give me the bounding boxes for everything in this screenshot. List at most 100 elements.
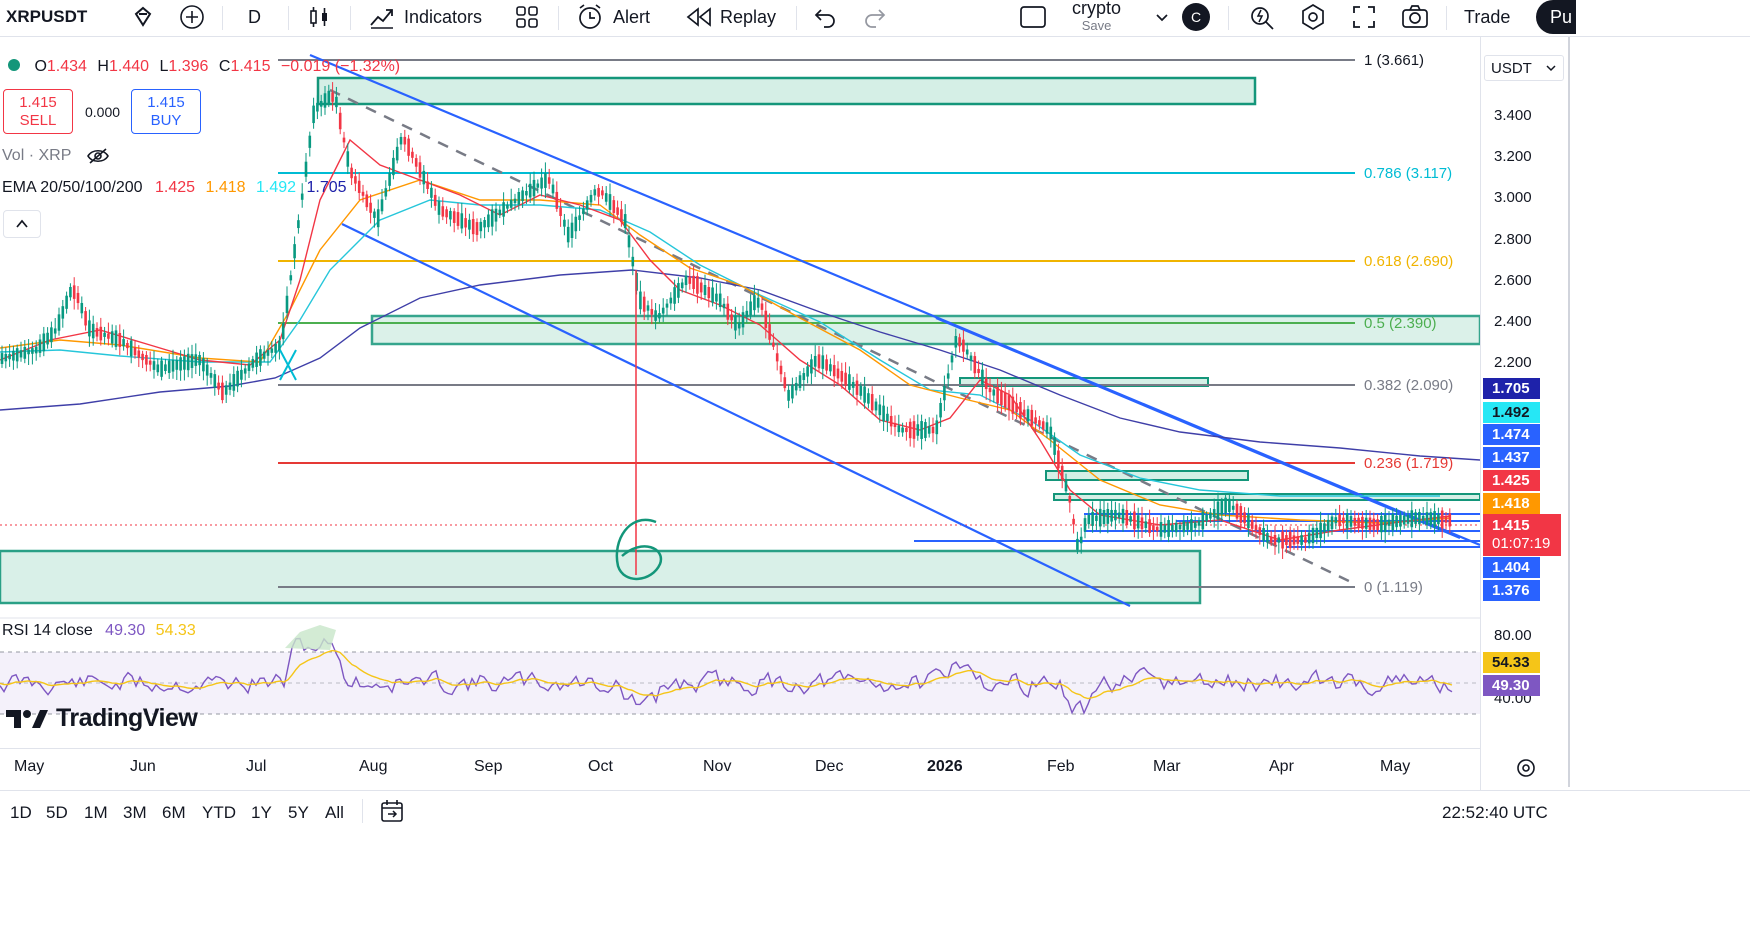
candle-body (1304, 537, 1307, 543)
range-1d[interactable]: 1D (10, 803, 32, 822)
zone-mid[interactable] (370, 314, 1480, 346)
candle-body (84, 311, 87, 326)
candle-body (38, 339, 42, 353)
candle-body (775, 353, 779, 362)
range-3m[interactable]: 3M (123, 803, 147, 822)
candle-body (46, 332, 49, 345)
templates-icon[interactable] (514, 0, 540, 34)
candle-body (589, 194, 593, 203)
range-6m[interactable]: 6M (162, 803, 186, 822)
redo-icon[interactable] (862, 0, 888, 34)
candle-body (479, 221, 483, 232)
symbol-search[interactable]: XRPUSDT (6, 0, 87, 34)
channel-upper-line[interactable] (309, 53, 1480, 547)
range-5d[interactable]: 5D (46, 803, 68, 822)
fullscreen-icon[interactable] (1350, 0, 1378, 34)
candle-body (1437, 514, 1440, 525)
zone-small-3[interactable] (1053, 493, 1480, 501)
candle-body (1254, 525, 1258, 531)
range-ytd[interactable]: YTD (202, 803, 236, 822)
candle-body (1064, 480, 1068, 492)
chart-type-candles-icon[interactable] (306, 0, 332, 34)
candle-body (1133, 511, 1136, 530)
candle-body (692, 275, 695, 290)
candle-body (1418, 512, 1421, 525)
candle-body (414, 158, 418, 167)
undo-icon[interactable] (812, 0, 838, 34)
candle-body (992, 389, 996, 396)
candle-body (369, 202, 372, 213)
candle-body (1440, 510, 1444, 529)
candle-body (61, 306, 65, 319)
price-tick: 2.200 (1494, 354, 1532, 371)
layout-name-button[interactable]: crypto Save (1072, 0, 1121, 36)
candle-body (517, 191, 521, 205)
currency-select[interactable]: USDT (1484, 55, 1564, 81)
candle-body (1357, 517, 1360, 527)
candle-body (53, 328, 57, 334)
candle-body (156, 364, 160, 373)
supply-zone-top[interactable] (316, 76, 1257, 106)
user-avatar[interactable]: C (1182, 0, 1210, 34)
price-tick: 2.800 (1494, 231, 1532, 248)
hidden-eye-icon[interactable] (86, 147, 110, 165)
candle-body (380, 199, 384, 212)
buy-button[interactable]: 1.415 BUY (131, 89, 201, 134)
ema20-price-badge: 1.425 (1483, 470, 1540, 491)
candle-body (475, 222, 479, 235)
candle-body (794, 382, 798, 391)
rsi-indicator-legend[interactable]: RSI 14 close 49.30 54.33 (2, 622, 196, 640)
candle-body (1391, 513, 1395, 531)
publish-button[interactable]: Pu (1536, 0, 1576, 34)
compare-add-icon[interactable] (178, 0, 206, 34)
snapshot-camera-icon[interactable] (1400, 0, 1430, 34)
candle-body (1076, 538, 1079, 550)
trade-label: Trade (1464, 6, 1511, 27)
candle-body (916, 424, 920, 436)
candle-body (34, 346, 38, 354)
demand-zone-bottom[interactable] (0, 549, 1202, 605)
alert-button[interactable]: Alert (575, 0, 650, 34)
ema-indicator-legend[interactable]: EMA 20/50/100/200 1.425 1.418 1.492 1.70… (2, 179, 347, 197)
candle-body (1250, 520, 1254, 529)
range-1y[interactable]: 1Y (251, 803, 272, 822)
zone-small-2[interactable] (1045, 470, 1249, 481)
market-status-dot (8, 59, 20, 71)
range-5y[interactable]: 5Y (288, 803, 309, 822)
candle-body (293, 244, 296, 259)
candle-body (585, 200, 589, 210)
candle-body (566, 226, 570, 243)
channel-lower-line[interactable] (341, 223, 1131, 607)
candle-body (1030, 409, 1034, 426)
utc-clock[interactable]: 22:52:40 UTC (1442, 803, 1548, 822)
indicators-button[interactable]: Indicators (368, 0, 482, 34)
time-axis[interactable] (0, 748, 1480, 789)
candle-body (950, 355, 954, 363)
candle-body (855, 380, 859, 395)
settings-gear-icon[interactable] (1298, 0, 1328, 34)
candle-body (335, 96, 338, 108)
layout-icon[interactable] (1018, 0, 1048, 34)
price-chart[interactable] (0, 37, 1480, 747)
candle-body (521, 190, 524, 202)
candle-body (677, 283, 680, 298)
range-all[interactable]: All (325, 803, 344, 822)
candle-body (1209, 512, 1212, 519)
sell-button[interactable]: 1.415 SELL (3, 89, 73, 134)
trade-button[interactable]: Trade (1464, 0, 1510, 34)
goto-date-calendar-icon[interactable] (378, 797, 406, 830)
layout-chevron-down-icon[interactable] (1154, 0, 1170, 34)
range-1m[interactable]: 1M (84, 803, 108, 822)
currency-label: USDT (1491, 59, 1532, 77)
candle-body (844, 372, 847, 386)
buy-label: BUY (150, 112, 182, 129)
chart-settings-icon[interactable] (1515, 757, 1537, 784)
candle-body (15, 348, 19, 362)
replay-button[interactable]: Replay (684, 0, 776, 34)
interval-button[interactable]: D (248, 0, 261, 34)
quick-search-icon[interactable] (1248, 0, 1276, 34)
symbol-favorite-icon[interactable] (130, 0, 156, 34)
candle-body (221, 382, 224, 401)
collapse-legend-button[interactable] (3, 210, 41, 238)
volume-indicator-legend[interactable]: Vol · XRP (2, 147, 110, 165)
